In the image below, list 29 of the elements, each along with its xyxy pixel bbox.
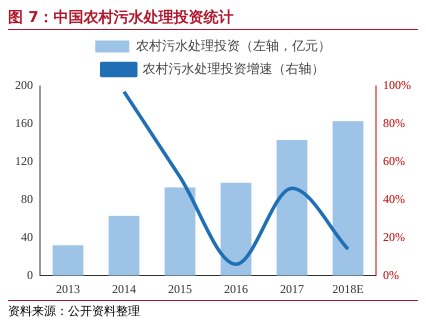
x-tick-label: 2016 — [224, 282, 248, 296]
legend-label: 农村污水处理投资增速（右轴） — [142, 62, 324, 77]
y-tick-label: 80 — [21, 192, 33, 206]
x-tick-label: 2015 — [168, 282, 192, 296]
text: 资料来源：公开资料整理 — [8, 300, 418, 320]
y2-tick-label: 60% — [383, 154, 406, 168]
x-tick-label: 2018E — [332, 282, 364, 296]
y2-tick-label: 40% — [383, 192, 406, 206]
legend-label: 农村污水处理投资（左轴，亿元） — [136, 38, 331, 54]
bar — [52, 245, 84, 276]
y-tick-label: 0 — [27, 268, 33, 282]
y2-tick-label: 100% — [383, 78, 412, 92]
x-tick-label: 2013 — [56, 282, 80, 296]
y-tick-label: 40 — [21, 230, 33, 244]
bar — [276, 140, 308, 276]
bar — [220, 182, 252, 276]
line-series — [122, 90, 350, 266]
bar — [108, 216, 140, 276]
bar — [164, 187, 196, 276]
y2-tick-label: 20% — [383, 230, 406, 244]
bar — [332, 121, 364, 276]
x-tick-label: 2014 — [112, 282, 136, 296]
chart-title: 图 7：中国农村污水处理投资统计 — [8, 8, 418, 30]
y-tick-label: 160 — [15, 116, 33, 130]
y2-tick-label: 80% — [383, 116, 406, 130]
x-tick-label: 2017 — [280, 282, 304, 296]
y2-tick-label: 0% — [383, 268, 400, 282]
y-tick-label: 120 — [15, 154, 33, 168]
y-tick-label: 200 — [15, 78, 33, 92]
